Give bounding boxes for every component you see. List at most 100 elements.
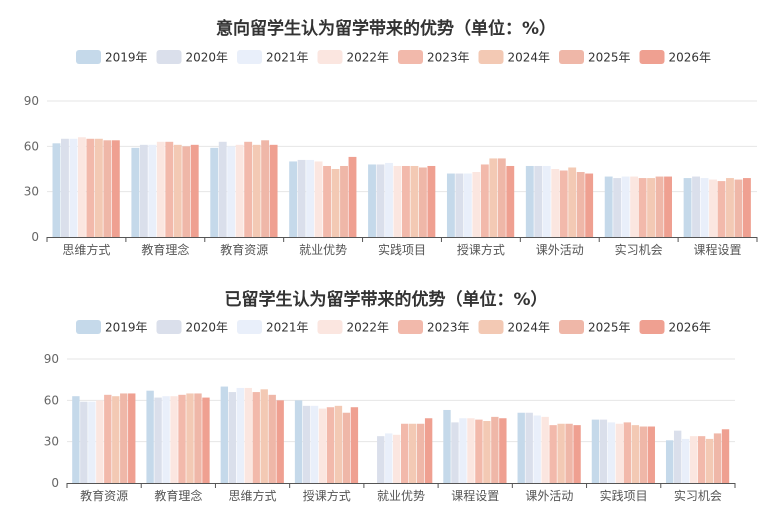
bar[interactable] xyxy=(202,397,210,483)
bar[interactable] xyxy=(742,178,751,237)
bar[interactable] xyxy=(103,140,112,237)
bar[interactable] xyxy=(236,387,244,483)
bar[interactable] xyxy=(318,408,327,483)
bar[interactable] xyxy=(61,138,69,237)
bar[interactable] xyxy=(385,162,393,237)
bar[interactable] xyxy=(148,144,157,237)
bar[interactable] xyxy=(334,405,343,483)
bar[interactable] xyxy=(86,138,95,237)
bar[interactable] xyxy=(220,386,229,483)
bar[interactable] xyxy=(210,147,219,237)
bar[interactable] xyxy=(111,140,120,237)
bar[interactable] xyxy=(314,161,323,237)
bar[interactable] xyxy=(393,434,401,483)
bar[interactable] xyxy=(655,176,664,237)
bar[interactable] xyxy=(306,159,315,237)
legend-item[interactable]: 2021年 xyxy=(237,50,309,65)
bar[interactable] xyxy=(599,419,608,483)
bar[interactable] xyxy=(541,416,549,483)
bar[interactable] xyxy=(424,418,433,483)
bar[interactable] xyxy=(689,436,698,483)
bar[interactable] xyxy=(416,423,425,483)
bar[interactable] xyxy=(700,178,709,237)
bar[interactable] xyxy=(323,165,331,237)
bar[interactable] xyxy=(88,401,96,483)
bar[interactable] xyxy=(235,144,244,237)
legend-item[interactable]: 2025年 xyxy=(559,50,631,65)
bar[interactable] xyxy=(178,394,186,483)
bar[interactable] xyxy=(173,144,182,237)
bar[interactable] xyxy=(623,422,632,483)
bar[interactable] xyxy=(302,405,311,483)
bar[interactable] xyxy=(170,396,178,483)
bar[interactable] xyxy=(408,423,417,483)
bar[interactable] xyxy=(348,156,357,237)
bar[interactable] xyxy=(350,407,359,483)
bar[interactable] xyxy=(591,419,600,483)
bar[interactable] xyxy=(638,178,647,237)
bar[interactable] xyxy=(52,143,61,237)
bar[interactable] xyxy=(525,165,534,237)
bar[interactable] xyxy=(697,436,706,483)
bar[interactable] xyxy=(377,436,385,483)
bar[interactable] xyxy=(120,393,128,483)
bar[interactable] xyxy=(463,173,472,237)
legend-item[interactable]: 2020年 xyxy=(156,50,229,65)
legend-item[interactable]: 2025年 xyxy=(559,320,631,335)
bar[interactable] xyxy=(709,179,717,237)
bar[interactable] xyxy=(467,418,475,483)
bar[interactable] xyxy=(128,393,136,483)
bar[interactable] xyxy=(227,146,236,237)
legend-item[interactable]: 2023年 xyxy=(398,50,470,65)
bar[interactable] xyxy=(455,173,464,237)
bar[interactable] xyxy=(269,144,278,237)
bar[interactable] xyxy=(542,165,551,237)
bar[interactable] xyxy=(506,165,515,237)
bar[interactable] xyxy=(268,394,276,483)
bar[interactable] xyxy=(94,138,103,237)
bar[interactable] xyxy=(480,164,489,237)
legend-item[interactable]: 2026年 xyxy=(639,50,712,65)
legend-item[interactable]: 2024年 xyxy=(478,320,551,335)
bar[interactable] xyxy=(165,141,174,237)
legend-item[interactable]: 2020年 xyxy=(156,320,229,335)
bar[interactable] xyxy=(717,181,726,237)
bar[interactable] xyxy=(607,422,616,483)
bar[interactable] xyxy=(721,429,730,483)
bar[interactable] xyxy=(276,400,284,483)
bar[interactable] xyxy=(525,412,533,483)
bar[interactable] xyxy=(533,415,541,483)
bar[interactable] xyxy=(162,396,170,483)
bar[interactable] xyxy=(615,423,624,483)
bar[interactable] xyxy=(443,409,451,483)
bar[interactable] xyxy=(451,422,459,483)
bar[interactable] xyxy=(647,178,656,237)
legend-item[interactable]: 2023年 xyxy=(398,320,470,335)
bar[interactable] xyxy=(664,176,672,237)
bar[interactable] xyxy=(557,423,565,483)
bar[interactable] xyxy=(585,173,594,237)
bar[interactable] xyxy=(244,141,253,237)
bar[interactable] xyxy=(72,396,80,483)
bar[interactable] xyxy=(705,438,714,483)
bar[interactable] xyxy=(77,137,86,237)
bar[interactable] xyxy=(713,433,722,483)
bar[interactable] xyxy=(410,165,419,237)
bar[interactable] xyxy=(517,412,525,483)
legend-item[interactable]: 2022年 xyxy=(317,320,390,335)
bar[interactable] xyxy=(182,146,191,237)
bar[interactable] xyxy=(665,440,674,483)
bar[interactable] xyxy=(551,169,560,237)
bar[interactable] xyxy=(534,165,543,237)
bar[interactable] xyxy=(483,421,491,483)
bar[interactable] xyxy=(475,419,483,483)
bar[interactable] xyxy=(297,159,306,237)
bar[interactable] xyxy=(186,393,194,483)
bar[interactable] xyxy=(368,164,376,237)
bar[interactable] xyxy=(112,396,120,483)
bar[interactable] xyxy=(565,423,573,483)
bar[interactable] xyxy=(459,418,467,483)
bar[interactable] xyxy=(139,144,148,237)
bar[interactable] xyxy=(573,425,581,483)
legend-item[interactable]: 2021年 xyxy=(237,320,309,335)
